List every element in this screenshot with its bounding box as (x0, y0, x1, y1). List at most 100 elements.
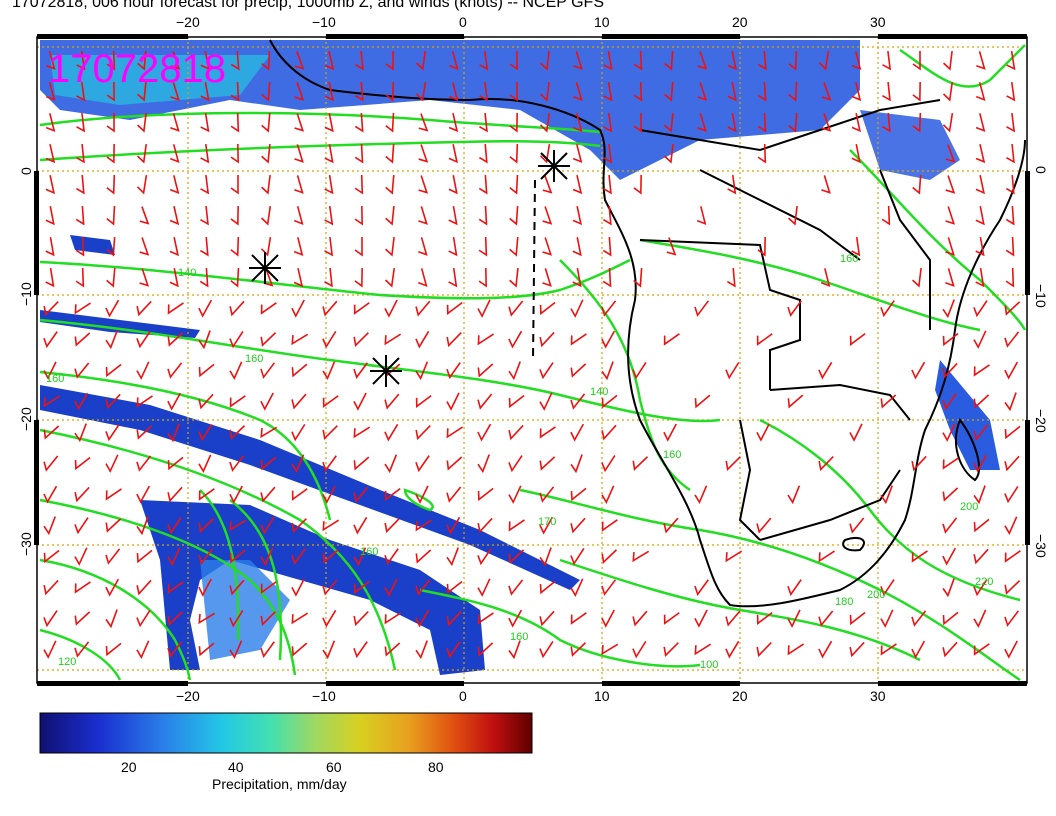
contour-label: 120 (58, 656, 76, 668)
wind-barb (540, 50, 550, 71)
wind-barb (1004, 361, 1019, 380)
wind-barb (260, 236, 272, 257)
wind-barb (1004, 610, 1020, 627)
border-line (759, 469, 901, 541)
wind-barb (570, 423, 585, 442)
wind-barb (106, 81, 115, 102)
wind-barb (260, 456, 277, 471)
wind-barb (570, 333, 587, 346)
wind-barb (291, 393, 307, 410)
wind-barb (384, 487, 401, 501)
wind-barb (601, 579, 617, 596)
wind-barb (43, 331, 58, 349)
contour-label: 200 (867, 589, 885, 601)
wind-barb (1004, 301, 1021, 316)
wind-barb (1004, 392, 1017, 412)
wind-barb (353, 456, 370, 471)
wind-barb (260, 486, 276, 503)
wind-barb (446, 426, 463, 439)
wind-barb (632, 456, 649, 471)
wind-barb (694, 300, 710, 317)
wind-barb (322, 395, 339, 408)
wind-barb (572, 206, 582, 226)
wind-barb (74, 332, 91, 347)
wind-barb (260, 547, 274, 567)
wind-barb (415, 640, 428, 660)
wind-barb (322, 455, 337, 473)
contour-line (639, 238, 981, 332)
wind-barb (912, 112, 922, 133)
wind-barb (756, 333, 773, 346)
lon-labels-bottom: −20 −10 0 10 20 30 (176, 688, 886, 704)
wind-barb (446, 547, 459, 567)
wind-barb (479, 81, 489, 102)
wind-barb (106, 113, 115, 133)
wind-barb (198, 363, 215, 378)
wind-barb (46, 51, 56, 70)
wind-barb (260, 205, 272, 226)
wind-barb (912, 81, 921, 102)
wind-barb (942, 423, 956, 442)
wind-barb (74, 581, 91, 594)
wind-barb (911, 455, 927, 472)
wind-barb (384, 267, 396, 288)
contour-line (39, 258, 631, 300)
wind-barb (1004, 486, 1019, 504)
wind-barb (291, 578, 305, 597)
wind-barb (882, 50, 892, 71)
wind-barb (632, 362, 647, 380)
wind-barb (384, 393, 400, 410)
wind-barb (415, 609, 430, 628)
lon-tick-label: −10 (312, 688, 336, 704)
wind-barb (508, 455, 523, 473)
wind-barb (415, 50, 427, 71)
wind-barb (353, 580, 370, 594)
wind-barb (136, 640, 150, 659)
wind-barb (787, 579, 802, 597)
wind-barb (198, 454, 212, 473)
wind-barb (76, 81, 86, 102)
wind-barb (384, 642, 401, 657)
wind-barb (43, 640, 57, 659)
wind-barb (200, 174, 210, 195)
wind-barb (509, 205, 519, 226)
precip-patch-east-africa (935, 360, 1000, 470)
wind-barb (1004, 455, 1020, 472)
wind-barb (418, 237, 428, 256)
wind-barb (696, 206, 707, 226)
wind-barb (200, 112, 210, 133)
wind-barb (509, 143, 519, 164)
wind-barb (446, 486, 462, 503)
coastline-west-africa (269, 39, 1026, 608)
wind-barb (508, 640, 521, 660)
contour-label: 200 (960, 501, 978, 513)
wind-barb (942, 112, 954, 133)
wind-barb (74, 362, 90, 379)
wind-barb (415, 579, 431, 596)
wind-barb (446, 301, 463, 315)
contour-label: 160 (510, 631, 528, 643)
wind-barb (478, 205, 488, 226)
wind-barb (385, 112, 395, 133)
wind-barb (106, 143, 115, 164)
wind-barb (354, 237, 363, 257)
wind-barb (509, 267, 519, 288)
date-stamp: 17072818 (48, 47, 226, 91)
wind-barb (975, 206, 985, 226)
wind-barb (322, 425, 338, 441)
wind-barb (43, 610, 58, 628)
wind-barb (1006, 81, 1016, 102)
trough-line (532, 179, 536, 361)
contour-label: 160 (46, 373, 64, 385)
wind-barb (542, 175, 553, 194)
wind-barb (200, 51, 210, 71)
wind-barb (324, 236, 334, 257)
wind-barb (294, 51, 305, 70)
wind-barb (322, 549, 339, 564)
wind-barb (139, 268, 150, 287)
wind-barb (911, 640, 926, 659)
wind-barb (508, 394, 525, 409)
wind-barb (354, 174, 364, 195)
contour-line (759, 418, 1021, 602)
wind-barb (294, 175, 304, 194)
